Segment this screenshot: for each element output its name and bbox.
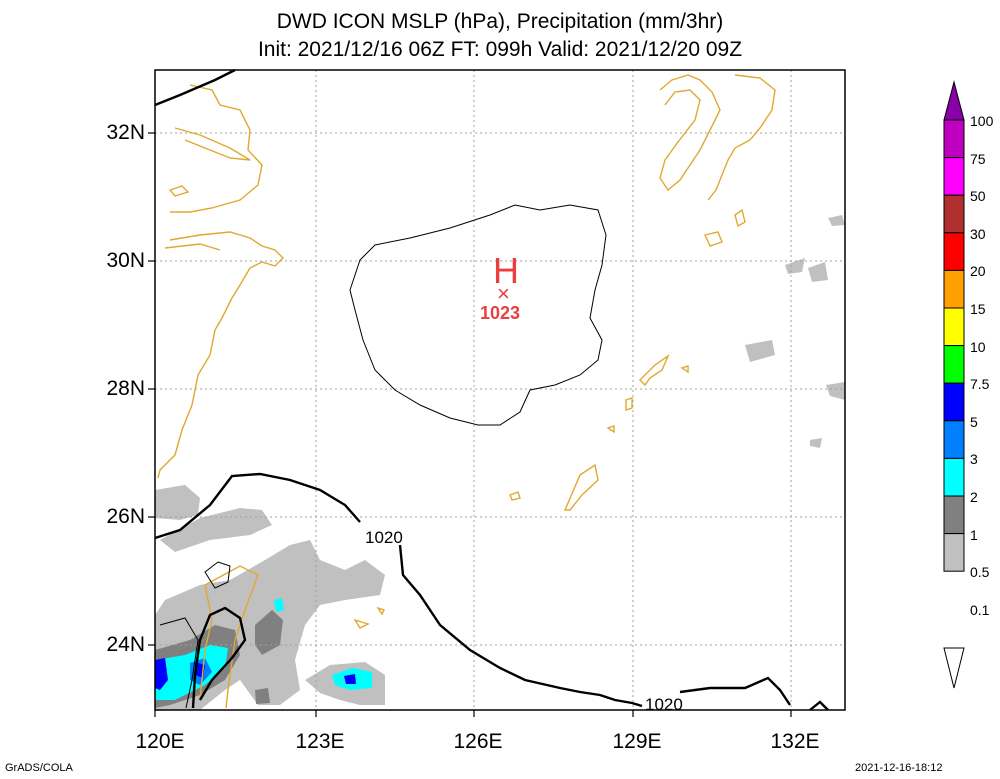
plot-frame — [154, 69, 846, 711]
high-pressure-value: 1023 — [480, 303, 520, 323]
colorbar-label: 5 — [970, 413, 978, 430]
colorbar-segment — [943, 232, 965, 271]
isobars-thin — [159, 204, 607, 709]
footer-credit: GrADS/COLA — [5, 762, 73, 774]
precipitation-shading — [155, 215, 845, 710]
lon-label-123e: 123E — [295, 730, 345, 753]
colorbar-label: 1 — [970, 526, 978, 543]
axis-ticks — [148, 132, 792, 717]
colorbar-label: 0.1 — [970, 601, 990, 618]
high-center-marker: × — [497, 281, 510, 306]
colorbar-segment — [943, 194, 965, 234]
map-subtitle: Init: 2021/12/16 06Z FT: 099h Valid: 202… — [257, 38, 743, 61]
colorbar-label: 10 — [970, 338, 986, 355]
isobar-label-1020-b: 1020 — [645, 695, 683, 714]
colorbar-label: 100 — [970, 113, 994, 129]
colorbar-segment — [943, 420, 965, 459]
colorbar-segment — [943, 157, 965, 196]
colorbar-label: 20 — [970, 263, 986, 280]
footer-timestamp: 2021-12-16-18:12 — [855, 762, 943, 774]
precipitation-colorbar — [943, 80, 965, 689]
lon-label-129e: 129E — [612, 730, 662, 753]
colorbar-label: 30 — [970, 225, 986, 242]
colorbar-segment — [943, 119, 965, 159]
colorbar-label: 3 — [970, 451, 978, 468]
coastlines — [157, 74, 776, 709]
lon-label-120e: 120E — [135, 730, 185, 753]
colorbar-label: 75 — [970, 150, 986, 167]
isobars-thick — [154, 68, 829, 711]
colorbar-label: 0.5 — [970, 564, 990, 581]
colorbar-label: 50 — [970, 188, 986, 205]
map-title: DWD ICON MSLP (hPa), Precipitation (mm/3… — [276, 10, 724, 33]
lon-label-126e: 126E — [453, 730, 503, 753]
lat-lon-grid — [155, 70, 845, 710]
colorbar-segment — [943, 382, 965, 422]
lon-label-132e: 132E — [770, 730, 820, 753]
colorbar-segment — [943, 307, 965, 347]
lat-label-24n: 24N — [106, 633, 145, 656]
isobar-label-1020-a: 1020 — [365, 528, 403, 547]
lat-label-32n: 32N — [106, 121, 145, 144]
lat-label-26n: 26N — [106, 505, 145, 528]
colorbar-label: 15 — [970, 301, 986, 317]
colorbar-segment — [943, 457, 965, 497]
lat-label-28n: 28N — [106, 377, 145, 400]
colorbar-segment — [943, 345, 965, 384]
colorbar-segment — [943, 269, 965, 309]
colorbar-segment — [943, 533, 965, 572]
colorbar-label: 7.5 — [970, 376, 990, 393]
colorbar-label: 2 — [970, 489, 978, 505]
lat-label-30n: 30N — [106, 249, 145, 272]
colorbar-segment — [943, 495, 965, 535]
high-pressure-symbol: H — [493, 250, 519, 291]
